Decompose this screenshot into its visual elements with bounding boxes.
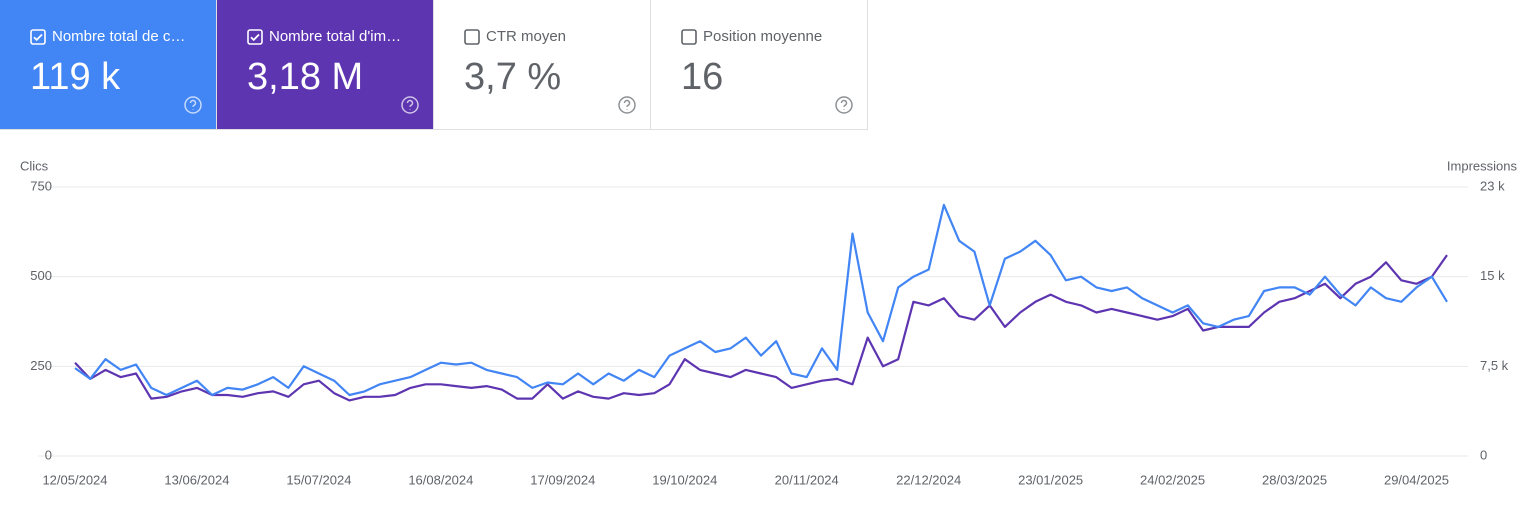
checkbox xyxy=(681,29,697,45)
checkmark xyxy=(33,33,43,42)
y2-tick-label: 23 k xyxy=(1480,178,1505,193)
x-tick-label: 29/04/2025 xyxy=(1384,472,1449,487)
x-tick-label: 22/12/2024 xyxy=(896,472,961,487)
checkbox-box xyxy=(247,29,263,45)
help-mark xyxy=(840,99,848,110)
help-mark xyxy=(623,99,631,110)
series-line xyxy=(74,254,1448,402)
x-tick-label: 15/07/2024 xyxy=(286,472,351,487)
help-circle xyxy=(618,96,636,114)
metric-card[interactable]: CTR moyen 3,7 % xyxy=(434,0,651,130)
x-tick-label: 19/10/2024 xyxy=(652,472,717,487)
metric-value: 3,7 % xyxy=(464,56,562,98)
checkbox-box xyxy=(464,29,480,45)
y2-tick-label: 0 xyxy=(1480,447,1487,462)
help-icon xyxy=(835,96,853,114)
metric-card[interactable]: Nombre total d'im… 3,18 M xyxy=(217,0,434,130)
y-tick-label: 0 xyxy=(45,447,52,462)
metric-label: Position moyenne xyxy=(703,28,823,45)
help-mark xyxy=(406,99,414,110)
metric-label: CTR moyen xyxy=(486,28,567,45)
y-tick-label: 750 xyxy=(30,178,52,193)
x-tick-label: 17/09/2024 xyxy=(530,472,595,487)
checkbox xyxy=(30,29,46,45)
y2-axis-title: Impressions xyxy=(1447,158,1518,173)
y-axis-title: Clics xyxy=(20,158,49,173)
metric-label: Nombre total d'im… xyxy=(269,28,402,45)
checkmark xyxy=(250,33,260,42)
checkbox xyxy=(464,29,480,45)
y-tick-label: 250 xyxy=(30,358,52,373)
help-icon xyxy=(184,96,202,114)
help-circle xyxy=(184,96,202,114)
y-tick-label: 500 xyxy=(30,268,52,283)
checkbox-box xyxy=(681,29,697,45)
x-tick-label: 12/05/2024 xyxy=(42,472,107,487)
metric-label: Nombre total de c… xyxy=(52,28,186,45)
help-mark xyxy=(189,99,197,110)
x-tick-label: 28/03/2025 xyxy=(1262,472,1327,487)
y2-tick-label: 7,5 k xyxy=(1480,358,1509,373)
series-line xyxy=(74,203,1448,397)
x-tick-label: 24/02/2025 xyxy=(1140,472,1205,487)
metric-value: 119 k xyxy=(30,56,121,98)
help-icon xyxy=(401,96,419,114)
metric-card[interactable]: Nombre total de c… 119 k xyxy=(0,0,217,130)
checkbox xyxy=(247,29,263,45)
x-tick-label: 16/08/2024 xyxy=(408,472,473,487)
x-tick-label: 13/06/2024 xyxy=(164,472,229,487)
metric-value: 16 xyxy=(681,56,724,98)
x-tick-label: 23/01/2025 xyxy=(1018,472,1083,487)
metric-value: 3,18 M xyxy=(247,56,364,98)
y2-tick-label: 15 k xyxy=(1480,268,1505,283)
checkbox-box xyxy=(30,29,46,45)
x-tick-label: 20/11/2024 xyxy=(775,472,839,487)
help-icon xyxy=(618,96,636,114)
help-circle xyxy=(401,96,419,114)
metric-card[interactable]: Position moyenne 16 xyxy=(651,0,868,130)
help-circle xyxy=(835,96,853,114)
